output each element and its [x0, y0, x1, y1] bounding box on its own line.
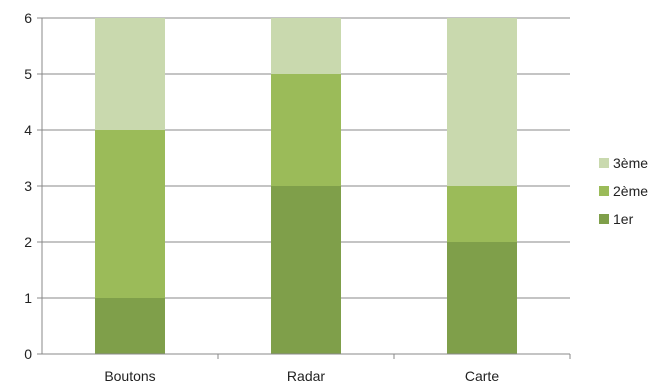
legend-swatch-3 — [599, 158, 609, 168]
bar-segment-boutons-2 — [95, 130, 165, 298]
bar-segment-boutons-3 — [95, 18, 165, 130]
legend-label: 2ème — [613, 183, 648, 199]
x-tick-label: Carte — [465, 368, 499, 384]
y-tick-label: 5 — [24, 66, 32, 82]
bar-segment-radar-2 — [271, 74, 341, 186]
y-tick-label: 0 — [24, 346, 32, 362]
bar-segment-carte-3 — [447, 18, 517, 186]
bar-segment-radar-3 — [271, 18, 341, 74]
x-tick-label: Boutons — [104, 368, 155, 384]
bar-segment-boutons-1 — [95, 298, 165, 354]
y-tick-label: 3 — [24, 178, 32, 194]
bars — [95, 18, 517, 354]
y-tick-label: 1 — [24, 290, 32, 306]
legend-label: 1er — [613, 211, 634, 227]
axes: 0 1 2 3 4 5 6 Boutons Radar Carte — [24, 10, 571, 384]
legend-label: 3ème — [613, 155, 648, 171]
bar-segment-carte-1 — [447, 242, 517, 354]
y-tick-label: 2 — [24, 234, 32, 250]
x-tick-label: Radar — [287, 368, 325, 384]
legend-swatch-1 — [599, 214, 609, 224]
bar-segment-carte-2 — [447, 186, 517, 242]
y-tick-label: 6 — [24, 10, 32, 26]
bar-segment-radar-1 — [271, 186, 341, 354]
legend: 3ème 2ème 1er — [599, 155, 648, 227]
legend-swatch-2 — [599, 186, 609, 196]
y-tick-label: 4 — [24, 122, 32, 138]
